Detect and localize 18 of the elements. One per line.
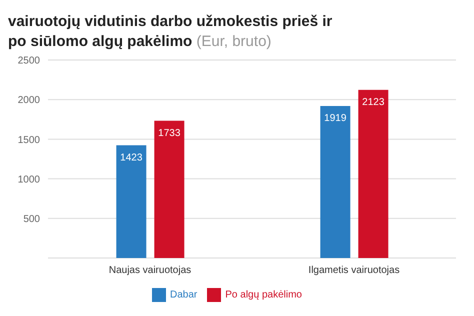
bar — [154, 120, 184, 258]
data-label: 1733 — [158, 128, 181, 139]
x-tick-label: Naujas vairuotojas — [108, 265, 192, 276]
x-tick-label: Ilgametis vairuotojas — [308, 265, 400, 276]
data-label: 2123 — [362, 96, 385, 108]
y-tick-label: 1000 — [18, 174, 40, 186]
data-label: 1423 — [120, 152, 143, 164]
y-tick-label: 500 — [23, 214, 40, 225]
y-tick-label: 1500 — [18, 134, 40, 146]
y-tick-label: 2000 — [18, 95, 40, 106]
data-label: 1919 — [324, 113, 347, 124]
y-tick-label: 2500 — [18, 56, 40, 67]
bar — [116, 145, 146, 258]
legend-label: Dabar — [170, 290, 198, 301]
chart-subtitle: (Eur, bruto) — [196, 33, 272, 50]
bar — [358, 90, 388, 258]
legend-label: Po algų pakėlimo — [225, 290, 302, 301]
bar — [320, 106, 350, 258]
